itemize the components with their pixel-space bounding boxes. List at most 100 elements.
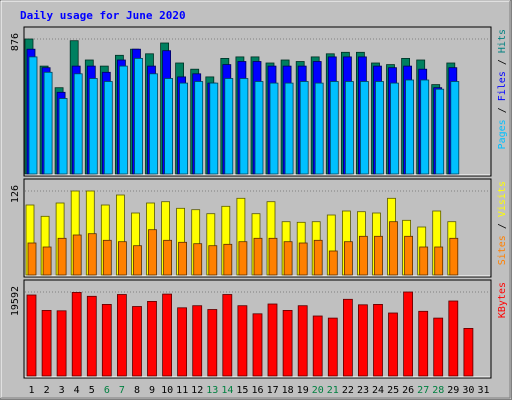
bar-kbytes-day-16 <box>252 313 263 377</box>
bar-pages-day-16 <box>254 81 264 175</box>
legend-middle: Sites / Visits <box>497 181 508 265</box>
bar-pages-day-18 <box>284 82 294 175</box>
bar-kbytes-day-2 <box>41 309 52 377</box>
x-tick-label-day-20: 20 <box>312 385 324 396</box>
legend-entry-middle-0: Sites <box>497 235 508 265</box>
bar-sites-day-25 <box>389 221 398 276</box>
x-tick-label-day-14: 14 <box>221 385 233 396</box>
panel-pages-files-hits: 876 Pages / Files / Hits <box>10 26 508 177</box>
x-tick-label-day-17: 17 <box>267 385 279 396</box>
bar-sites-day-22 <box>343 241 353 276</box>
bar-pages-day-11 <box>179 82 189 175</box>
bar-kbytes-day-25 <box>388 312 398 377</box>
bar-pages-day-2 <box>43 71 53 175</box>
x-tick-label-day-12: 12 <box>191 385 203 396</box>
bar-pages-day-5 <box>88 78 98 175</box>
bar-sites-day-23 <box>358 235 368 276</box>
bar-sites-day-1 <box>27 242 37 276</box>
bar-sites-day-14 <box>223 243 233 276</box>
bar-pages-day-27 <box>420 79 430 175</box>
x-tick-label-day-1: 1 <box>28 385 34 396</box>
x-tick-label-day-13: 13 <box>206 385 218 396</box>
bar-pages-day-4 <box>73 73 83 175</box>
bar-pages-day-6 <box>103 81 113 175</box>
legend-bottom: KBytes <box>497 282 508 318</box>
bar-sites-day-17 <box>268 237 278 276</box>
x-tick-label-day-29: 29 <box>447 385 459 396</box>
bar-pages-day-26 <box>405 79 415 175</box>
x-tick-label-day-5: 5 <box>89 385 95 396</box>
x-tick-label-day-23: 23 <box>357 385 369 396</box>
legend-top: Pages / Files / Hits <box>497 29 508 149</box>
bar-kbytes-day-18 <box>282 309 293 377</box>
x-tick-label-day-19: 19 <box>297 385 309 396</box>
x-tick-label-day-31: 31 <box>477 385 489 396</box>
bar-kbytes-day-15 <box>237 305 248 377</box>
bar-sites-day-5 <box>87 233 97 276</box>
x-tick-label-day-11: 11 <box>176 385 188 396</box>
bar-kbytes-day-28 <box>433 317 444 377</box>
x-tick-label-day-8: 8 <box>134 385 140 396</box>
legend-entry-middle-2: Visits <box>497 181 508 217</box>
bar-kbytes-day-23 <box>357 304 368 377</box>
x-tick-label-day-21: 21 <box>327 385 339 396</box>
bar-sites-day-26 <box>404 235 414 276</box>
bar-kbytes-day-7 <box>117 294 127 377</box>
bar-sites-day-19 <box>298 242 308 276</box>
x-tick-label-day-3: 3 <box>59 385 65 396</box>
bar-sites-day-21 <box>328 250 338 276</box>
bar-kbytes-day-8 <box>132 306 142 377</box>
max-label-top: 876 <box>10 33 21 51</box>
bar-pages-day-21 <box>329 81 339 175</box>
max-label-middle: 126 <box>10 185 21 203</box>
bar-kbytes-day-10 <box>162 293 173 377</box>
bar-kbytes-day-13 <box>207 309 218 377</box>
bar-sites-day-9 <box>148 229 157 276</box>
x-axis-day-labels: 1 2 3 4 5 6 7 8 9 10 11 12 13 14 15 16 17 18 19 20 21 22 23 24 2… <box>28 385 489 396</box>
x-tick-label-day-15: 15 <box>236 385 248 396</box>
bar-kbytes-day-12 <box>192 305 203 377</box>
bar-pages-day-19 <box>299 81 309 175</box>
bar-pages-day-12 <box>194 81 204 175</box>
legend-entry-top-3: / <box>497 53 508 71</box>
bar-sites-day-18 <box>283 241 293 276</box>
bar-kbytes-day-19 <box>297 305 308 377</box>
bar-pages-day-8 <box>134 58 143 175</box>
bar-kbytes-day-29 <box>448 300 459 377</box>
bar-pages-day-28 <box>435 88 445 175</box>
bar-kbytes-day-22 <box>342 298 353 377</box>
bar-pages-day-3 <box>58 98 68 175</box>
x-tick-label-day-16: 16 <box>251 385 263 396</box>
bar-pages-day-15 <box>239 78 249 175</box>
bar-sites-day-11 <box>178 241 188 276</box>
bar-sites-day-12 <box>193 243 203 276</box>
bar-sites-day-2 <box>42 246 52 276</box>
bar-pages-day-9 <box>149 73 158 175</box>
bar-sites-day-7 <box>118 241 127 276</box>
bar-sites-day-24 <box>374 235 383 276</box>
bar-pages-day-20 <box>314 82 324 175</box>
bar-kbytes-day-9 <box>147 300 157 377</box>
bar-kbytes-day-24 <box>373 303 383 377</box>
legend-entry-top-1: / <box>497 101 508 119</box>
x-tick-label-day-9: 9 <box>149 385 155 396</box>
panel-sites-visits: 126 Sites / Visits <box>10 178 508 278</box>
bar-sites-day-10 <box>163 239 173 276</box>
legend-entry-top-4: Hits <box>497 29 508 53</box>
bar-sites-day-27 <box>419 246 429 276</box>
legend-entry-middle-1: / <box>497 217 508 235</box>
bar-sites-day-4 <box>72 234 82 276</box>
bar-pages-day-29 <box>450 81 460 175</box>
bar-sites-day-20 <box>313 239 323 276</box>
bar-sites-day-16 <box>253 237 263 276</box>
bar-pages-day-17 <box>269 82 279 175</box>
bar-sites-day-15 <box>238 241 248 276</box>
x-tick-label-day-26: 26 <box>402 385 414 396</box>
bar-pages-day-1 <box>28 56 38 175</box>
legend-entry-top-2: Files <box>497 71 508 101</box>
bar-sites-day-28 <box>434 246 444 276</box>
x-tick-label-day-4: 4 <box>74 385 80 396</box>
x-tick-label-day-22: 22 <box>342 385 354 396</box>
bar-pages-day-22 <box>344 81 354 175</box>
